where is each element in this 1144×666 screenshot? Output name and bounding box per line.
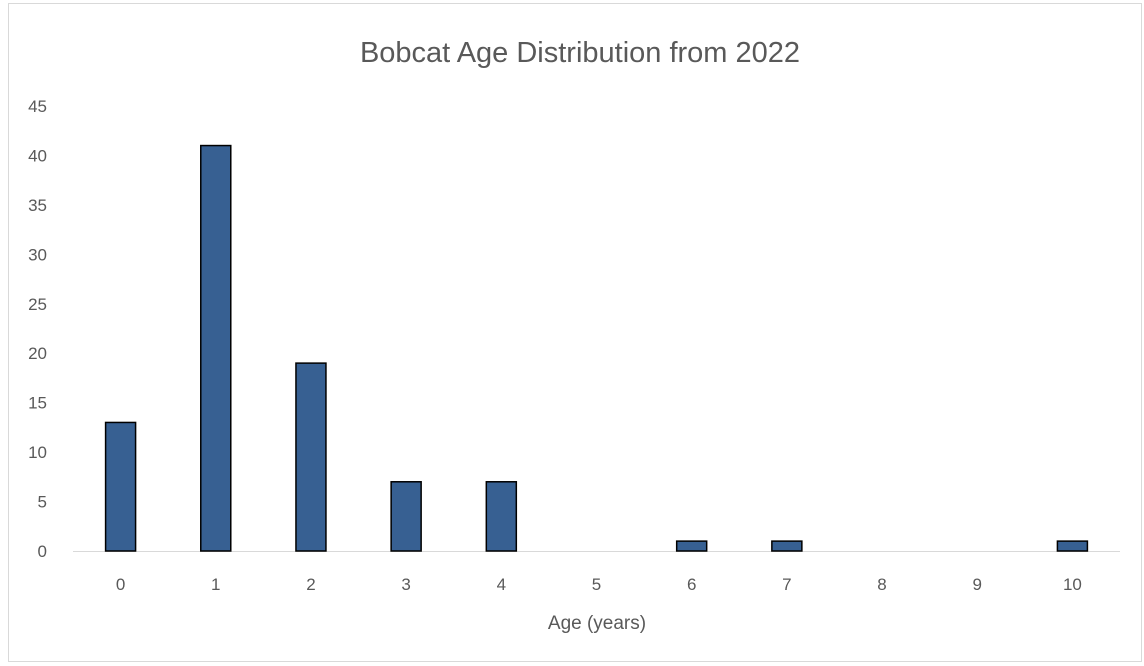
chart-title: Bobcat Age Distribution from 2022 (360, 37, 800, 69)
y-tick-label: 40 (28, 146, 47, 165)
x-axis-label: Age (years) (548, 613, 646, 634)
bars-group (104, 144, 1089, 552)
y-tick-label: 0 (38, 542, 47, 561)
bar-age-4 (485, 481, 518, 552)
x-tick-label: 4 (497, 575, 506, 594)
x-tick-label: 5 (592, 575, 601, 594)
y-axis-ticks: 0 5 10 15 20 25 30 35 40 45 (28, 97, 47, 561)
x-tick-label: 2 (306, 575, 315, 594)
y-tick-label: 45 (28, 97, 47, 116)
x-tick-label: 7 (782, 575, 791, 594)
y-tick-label: 5 (38, 493, 47, 512)
x-tick-label: 0 (116, 575, 125, 594)
bar-age-0 (104, 421, 137, 552)
x-tick-label: 9 (972, 575, 981, 594)
y-tick-label: 15 (28, 394, 47, 413)
y-tick-label: 30 (28, 245, 47, 264)
y-tick-label: 25 (28, 295, 47, 314)
bar-age-10 (1056, 540, 1089, 552)
x-tick-label: 1 (211, 575, 220, 594)
bar-age-3 (390, 481, 422, 552)
y-tick-label: 10 (28, 443, 47, 462)
bar-age-6 (675, 540, 708, 552)
chart-frame (8, 3, 1142, 662)
bar-age-2 (295, 362, 327, 552)
y-tick-label: 35 (28, 196, 47, 215)
bar-age-7 (771, 540, 803, 552)
y-tick-label: 20 (28, 344, 47, 363)
x-tick-label: 10 (1063, 575, 1082, 594)
bar-age-1 (200, 144, 232, 552)
x-axis-ticks: 0 1 2 3 4 5 6 7 8 9 10 (116, 575, 1082, 594)
x-tick-label: 8 (877, 575, 886, 594)
x-tick-label: 3 (401, 575, 410, 594)
x-tick-label: 6 (687, 575, 696, 594)
